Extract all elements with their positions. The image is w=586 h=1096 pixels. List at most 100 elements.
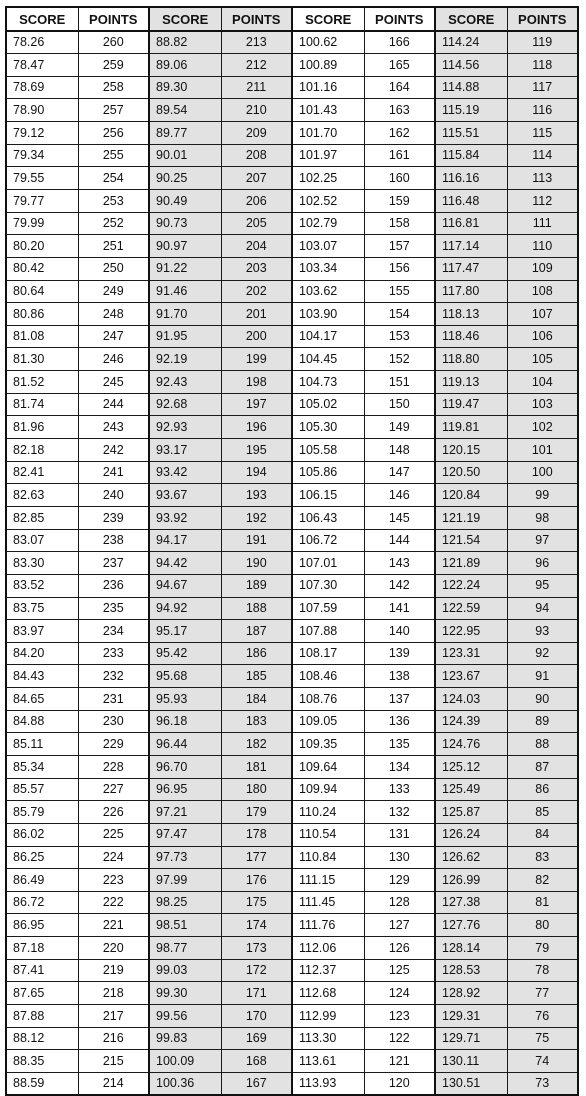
score-table-wrapper: SCORE POINTS SCORE POINTS SCORE POINTS SCORE PO… (5, 6, 579, 1096)
score-cell: 81.74 (5, 393, 79, 417)
points-cell: 224 (78, 846, 150, 870)
points-cell: 218 (78, 981, 150, 1006)
points-cell: 203 (221, 257, 293, 281)
points-cell: 111 (507, 212, 579, 236)
score-cell: 100.36 (148, 1072, 222, 1096)
score-cell: 95.93 (148, 687, 222, 711)
score-cell: 97.99 (148, 868, 222, 892)
score-cell: 114.88 (434, 76, 508, 100)
points-cell: 187 (221, 619, 293, 643)
score-cell: 117.14 (434, 234, 508, 258)
points-cell: 78 (507, 959, 579, 983)
points-cell: 230 (78, 710, 150, 734)
points-cell: 260 (78, 31, 150, 55)
score-cell: 113.93 (292, 1072, 365, 1096)
score-cell: 121.89 (434, 551, 508, 575)
score-cell: 83.97 (5, 619, 79, 643)
points-cell: 201 (221, 302, 293, 326)
score-cell: 124.76 (434, 732, 508, 756)
points-cell: 197 (221, 393, 293, 417)
points-cell: 228 (78, 755, 150, 779)
points-cell: 227 (78, 778, 150, 802)
points-cell: 176 (221, 868, 293, 892)
table-row: 84.20 233 95.42 186 108.17 139 123.31 92 (5, 642, 579, 666)
score-cell: 110.24 (292, 800, 365, 824)
points-cell: 258 (78, 76, 150, 100)
points-cell: 140 (364, 619, 436, 643)
table-row: 82.41 241 93.42 194 105.86 147 120.50 100 (5, 461, 579, 485)
points-cell: 73 (507, 1072, 579, 1096)
points-cell: 252 (78, 212, 150, 236)
score-cell: 113.61 (292, 1049, 365, 1073)
score-cell: 119.13 (434, 370, 508, 394)
points-cell: 138 (364, 664, 436, 689)
score-cell: 124.39 (434, 710, 508, 734)
score-cell: 95.68 (148, 664, 222, 689)
table-row: 83.52 236 94.67 189 107.30 142 122.24 95 (5, 574, 579, 598)
points-cell: 167 (221, 1072, 293, 1096)
table-row: 87.18 220 98.77 173 112.06 126 128.14 79 (5, 936, 579, 960)
points-cell: 200 (221, 325, 293, 349)
score-cell: 124.03 (434, 687, 508, 711)
score-cell: 105.02 (292, 393, 365, 417)
points-cell: 79 (507, 936, 579, 960)
score-cell: 85.11 (5, 732, 79, 756)
points-cell: 156 (364, 257, 436, 281)
points-cell: 82 (507, 868, 579, 892)
points-cell: 148 (364, 438, 436, 462)
score-cell: 83.07 (5, 529, 79, 553)
table-row: 83.30 237 94.42 190 107.01 143 121.89 96 (5, 551, 579, 575)
score-cell: 109.64 (292, 755, 365, 779)
points-cell: 100 (507, 461, 579, 485)
score-cell: 114.24 (434, 31, 508, 55)
score-cell: 127.76 (434, 913, 508, 938)
points-cell: 104 (507, 370, 579, 394)
score-cell: 114.56 (434, 53, 508, 77)
points-cell: 202 (221, 280, 293, 304)
table-body: 78.26 260 88.82 213 100.62 166 114.24 119 78.47 2… (5, 31, 579, 1096)
points-cell: 170 (221, 1004, 293, 1028)
points-cell: 136 (364, 710, 436, 734)
score-cell: 100.89 (292, 53, 365, 77)
table-row: 81.30 246 92.19 199 104.45 152 118.80 105 (5, 347, 579, 372)
points-cell: 114 (507, 144, 579, 168)
points-cell: 205 (221, 212, 293, 236)
points-cell: 91 (507, 664, 579, 689)
score-cell: 115.19 (434, 98, 508, 123)
points-cell: 146 (364, 483, 436, 507)
table-row: 79.99 252 90.73 205 102.79 158 116.81 111 (5, 212, 579, 236)
score-cell: 106.72 (292, 529, 365, 553)
points-cell: 133 (364, 778, 436, 802)
table-row: 79.55 254 90.25 207 102.25 160 116.16 113 (5, 166, 579, 190)
score-cell: 90.25 (148, 166, 222, 190)
table-row: 88.12 216 99.83 169 113.30 122 129.71 75 (5, 1027, 579, 1051)
score-cell: 111.45 (292, 891, 365, 915)
points-cell: 118 (507, 53, 579, 77)
points-cell: 105 (507, 347, 579, 372)
score-cell: 93.67 (148, 483, 222, 507)
score-cell: 109.35 (292, 732, 365, 756)
points-cell: 135 (364, 732, 436, 756)
score-cell: 107.01 (292, 551, 365, 575)
points-cell: 142 (364, 574, 436, 598)
score-cell: 109.05 (292, 710, 365, 734)
score-cell: 123.31 (434, 642, 508, 666)
score-cell: 110.54 (292, 823, 365, 847)
table-row: 83.75 235 94.92 188 107.59 141 122.59 94 (5, 597, 579, 621)
points-cell: 144 (364, 529, 436, 553)
points-cell: 95 (507, 574, 579, 598)
score-cell: 85.57 (5, 778, 79, 802)
score-cell: 78.26 (5, 31, 79, 55)
points-cell: 159 (364, 189, 436, 213)
points-cell: 81 (507, 891, 579, 915)
score-cell: 92.19 (148, 347, 222, 372)
header-row: SCORE POINTS SCORE POINTS SCORE POINTS SCORE PO… (5, 6, 579, 32)
points-cell: 89 (507, 710, 579, 734)
points-cell: 96 (507, 551, 579, 575)
score-cell: 98.77 (148, 936, 222, 960)
score-cell: 101.97 (292, 144, 365, 168)
points-cell: 76 (507, 1004, 579, 1028)
score-cell: 86.49 (5, 868, 79, 892)
table-row: 78.69 258 89.30 211 101.16 164 114.88 117 (5, 76, 579, 100)
score-cell: 96.44 (148, 732, 222, 756)
